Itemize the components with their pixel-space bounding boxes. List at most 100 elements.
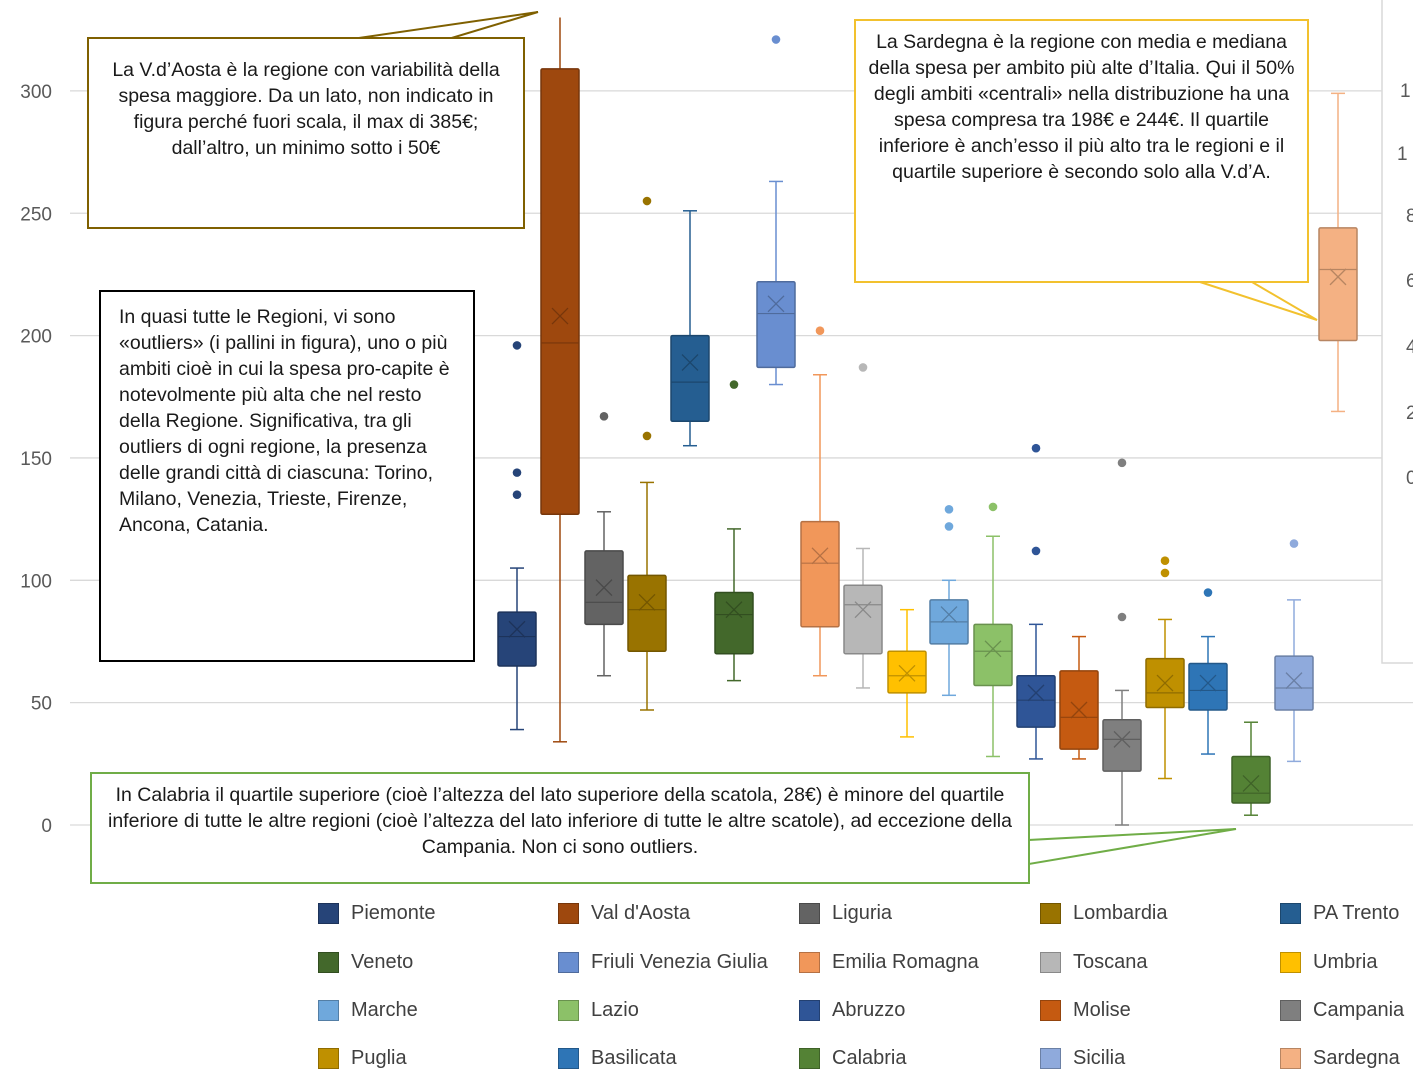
- legend-swatch: [1280, 1047, 1301, 1069]
- legend-item: Campania: [1280, 997, 1404, 1023]
- callout-pointer-aosta: [344, 11, 539, 41]
- legend-label: Emilia Romagna: [832, 950, 979, 973]
- secondary-tick-fragment: 6: [1406, 271, 1413, 292]
- legend-swatch: [318, 902, 339, 924]
- secondary-axis-fragment: 1 1 8 6 4 2 0: [1397, 81, 1413, 489]
- legend-swatch: [799, 1047, 820, 1069]
- legend-label: Marche: [351, 998, 418, 1021]
- legend-item: Val d'Aosta: [558, 900, 690, 926]
- box-basilicata: [1188, 588, 1228, 755]
- legend-swatch: [1040, 1047, 1061, 1069]
- legend-item: Sicilia: [1040, 1045, 1125, 1071]
- box-iqr: [1318, 227, 1358, 342]
- box-pa-trento: [670, 210, 710, 447]
- mean-marker: [638, 593, 656, 611]
- box-marche: [929, 505, 969, 697]
- y-tick-label: 300: [20, 82, 52, 103]
- legend-item: Veneto: [318, 949, 413, 975]
- legend-label: Molise: [1073, 998, 1131, 1021]
- outlier-point: [729, 380, 739, 389]
- callout-pointer-calabria: [1028, 828, 1237, 866]
- box-umbria: [887, 608, 927, 738]
- legend-item: Calabria: [799, 1045, 906, 1071]
- box-iqr: [973, 623, 1013, 687]
- outlier-point: [1203, 588, 1213, 597]
- legend-label: Lazio: [591, 998, 639, 1021]
- box-molise: [1059, 635, 1099, 760]
- legend-item: Marche: [318, 997, 418, 1023]
- legend-swatch: [558, 1047, 579, 1069]
- outlier-point: [1160, 568, 1170, 578]
- box-plots: [497, 17, 1358, 826]
- callout-pointers: [344, 11, 1318, 866]
- legend-label: Val d'Aosta: [591, 901, 691, 924]
- mean-marker: [1070, 701, 1088, 719]
- outlier-point: [512, 468, 522, 477]
- box-piemonte: [497, 341, 537, 731]
- mean-marker: [1156, 674, 1174, 692]
- box-iqr: [627, 574, 667, 653]
- legend-item: Sardegna: [1280, 1045, 1400, 1071]
- box-iqr: [1231, 755, 1271, 804]
- box-friuli-venezia-giulia: [756, 35, 796, 386]
- legend-item: Lombardia: [1040, 900, 1168, 926]
- outlier-point: [1117, 612, 1127, 622]
- mean-marker: [1113, 730, 1131, 748]
- mean-marker: [1329, 268, 1347, 286]
- legend-item: PA Trento: [1280, 900, 1399, 926]
- y-tick-label: 250: [20, 204, 52, 225]
- box-iqr: [800, 520, 840, 628]
- legend-swatch: [318, 999, 339, 1021]
- box-iqr: [1102, 719, 1142, 772]
- box-iqr: [1016, 674, 1056, 728]
- legend-item: Molise: [1040, 997, 1131, 1023]
- mean-marker: [898, 664, 916, 682]
- legend-item: Puglia: [318, 1045, 407, 1071]
- y-tick-label: 0: [41, 816, 52, 837]
- box-liguria: [584, 412, 624, 677]
- box-sicilia: [1274, 539, 1314, 763]
- callout-calabria: In Calabria il quartile superiore (cioè …: [90, 772, 1030, 884]
- mean-marker: [725, 601, 743, 619]
- legend-label: Campania: [1313, 998, 1405, 1021]
- legend-swatch: [799, 999, 820, 1021]
- outlier-point: [599, 412, 609, 421]
- legend-label: Sicilia: [1073, 1046, 1126, 1069]
- outlier-point: [512, 341, 522, 350]
- box-val-d-aosta: [540, 17, 580, 743]
- legend-swatch: [558, 999, 579, 1021]
- legend-swatch: [1280, 902, 1301, 924]
- box-abruzzo: [1016, 443, 1056, 760]
- box-iqr: [670, 334, 710, 422]
- box-lombardia: [627, 196, 667, 711]
- legend-swatch: [318, 951, 339, 973]
- outlier-point: [858, 363, 868, 372]
- legend-item: Lazio: [558, 997, 639, 1023]
- legend-item: Piemonte: [318, 900, 436, 926]
- box-iqr: [1188, 662, 1228, 711]
- callout-pointer-sardegna: [1199, 281, 1318, 321]
- secondary-tick-fragment: 8: [1406, 206, 1413, 227]
- mean-marker: [940, 606, 958, 624]
- secondary-tick-fragment: 1: [1397, 144, 1408, 165]
- legend-label: Veneto: [351, 950, 414, 973]
- legend-label: Toscana: [1073, 950, 1148, 973]
- box-lazio: [973, 502, 1013, 758]
- box-iqr: [843, 584, 883, 655]
- legend-item: Emilia Romagna: [799, 949, 979, 975]
- mean-marker: [681, 354, 699, 371]
- legend-swatch: [1040, 902, 1061, 924]
- mean-marker: [811, 547, 829, 565]
- box-calabria: [1231, 721, 1271, 816]
- legend-label: Piemonte: [351, 901, 436, 924]
- outlier-point: [815, 326, 825, 336]
- box-sardegna: [1318, 92, 1358, 413]
- outlier-point: [642, 431, 652, 441]
- outlier-point: [771, 35, 781, 44]
- box-iqr: [887, 650, 927, 694]
- legend-swatch: [1040, 951, 1061, 973]
- box-emilia-romagna: [800, 326, 840, 677]
- secondary-tick-fragment: 0: [1406, 468, 1413, 489]
- legend-swatch: [558, 902, 579, 924]
- outlier-point: [988, 502, 998, 512]
